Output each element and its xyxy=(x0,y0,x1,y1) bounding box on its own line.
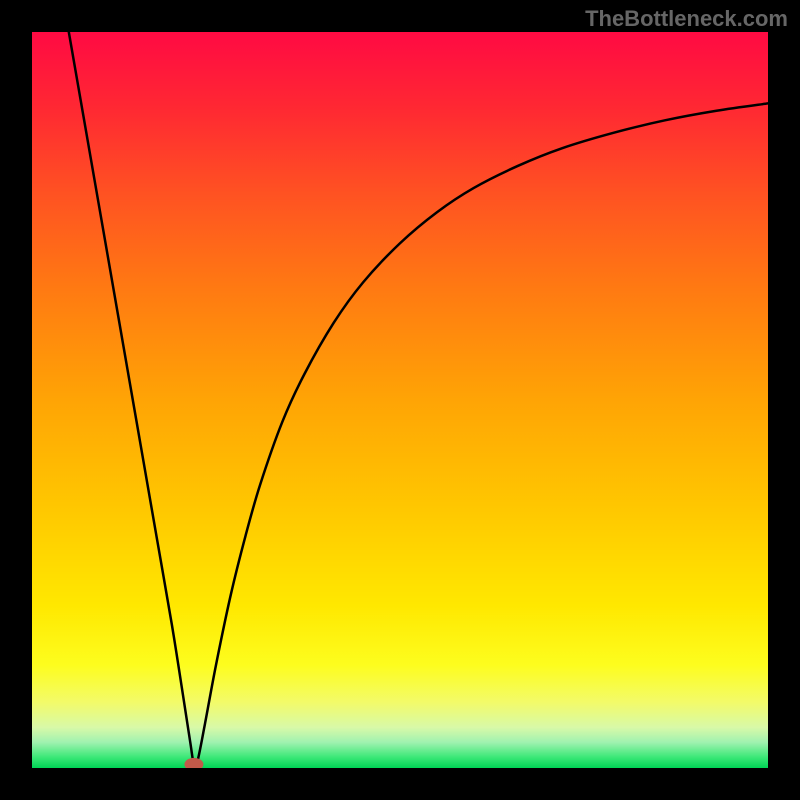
chart-svg xyxy=(32,32,768,768)
watermark-text: TheBottleneck.com xyxy=(585,6,788,32)
minimum-marker xyxy=(185,758,203,768)
plot-area xyxy=(32,32,768,768)
gradient-background xyxy=(32,32,768,768)
chart-container: TheBottleneck.com xyxy=(0,0,800,800)
